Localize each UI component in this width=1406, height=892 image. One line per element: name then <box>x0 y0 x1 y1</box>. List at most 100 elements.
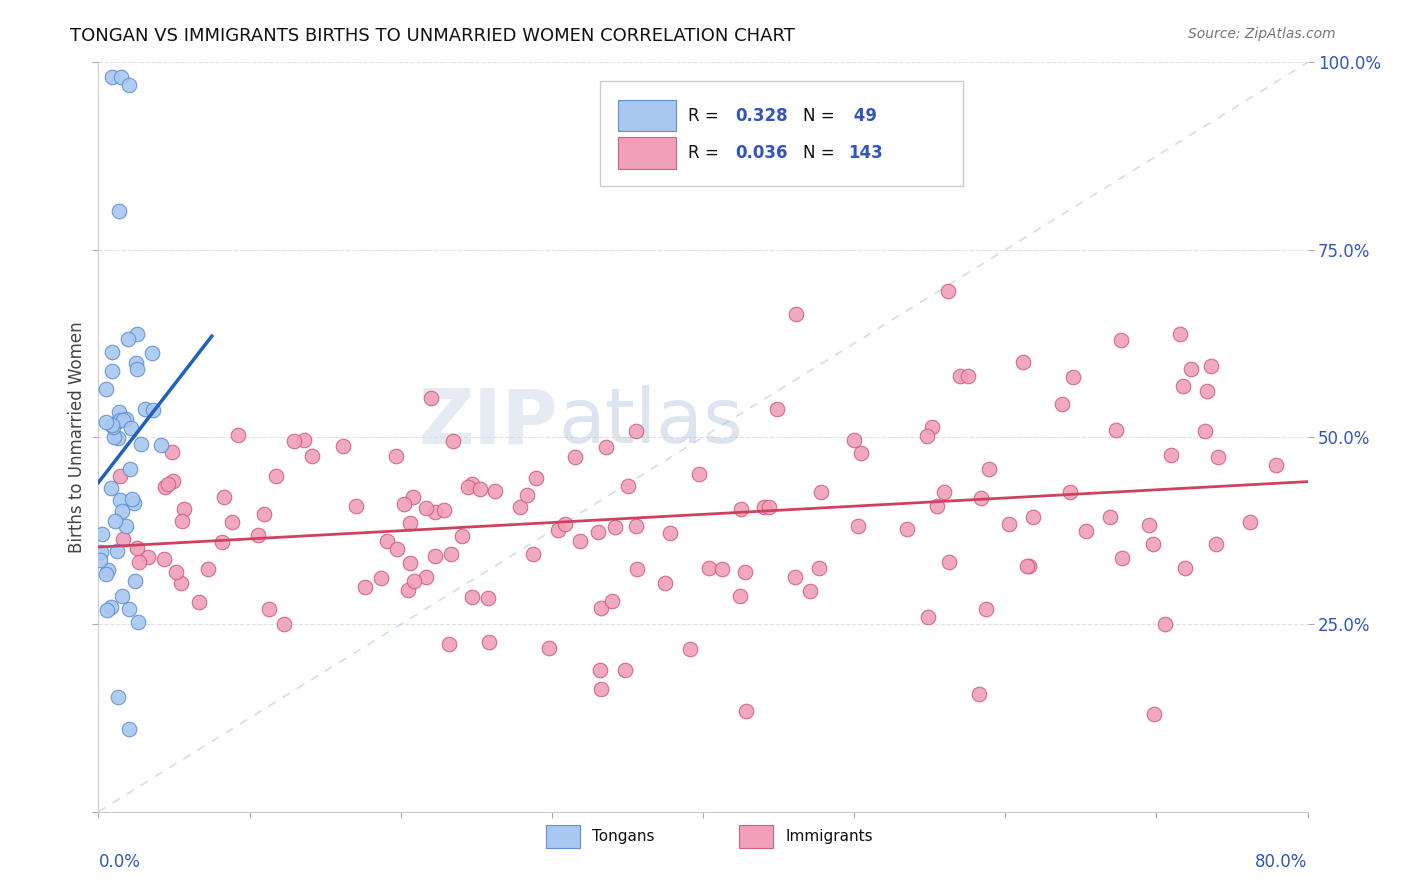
Point <box>896 522 918 536</box>
Point <box>107 431 129 445</box>
Point <box>398 556 420 570</box>
Point <box>153 551 176 566</box>
Point <box>785 570 807 584</box>
Point <box>949 368 972 383</box>
Point <box>1111 333 1133 347</box>
Point <box>1012 355 1035 369</box>
Point <box>1139 517 1161 532</box>
Point <box>589 663 612 677</box>
Point <box>96 382 118 396</box>
Bar <box>740 825 773 847</box>
Point <box>785 307 807 321</box>
Point <box>1022 510 1045 524</box>
Point <box>127 541 149 555</box>
Point <box>1059 485 1081 500</box>
Point <box>101 70 124 85</box>
Text: 0.036: 0.036 <box>735 145 789 162</box>
Point <box>711 562 734 576</box>
Point <box>157 476 180 491</box>
Point <box>118 462 141 476</box>
Point <box>728 589 751 603</box>
Point <box>211 535 233 549</box>
Text: N =: N = <box>803 145 841 162</box>
Point <box>134 401 156 416</box>
Point <box>121 492 143 507</box>
Point <box>153 479 176 493</box>
Point <box>936 284 959 298</box>
Point <box>659 526 682 541</box>
Point <box>735 705 758 719</box>
Point <box>915 429 938 443</box>
Point <box>124 574 146 588</box>
Point <box>332 439 354 453</box>
Point <box>1074 524 1097 538</box>
Point <box>626 562 648 576</box>
Point <box>624 519 647 533</box>
Point <box>173 501 195 516</box>
Point <box>1239 516 1261 530</box>
Point <box>118 722 141 736</box>
Point <box>108 204 131 219</box>
Point <box>589 600 612 615</box>
Point <box>974 602 997 616</box>
Point <box>1264 458 1286 472</box>
Point <box>516 488 538 502</box>
Point <box>97 563 120 577</box>
Point <box>128 556 150 570</box>
Point <box>977 461 1000 475</box>
Point <box>100 481 122 495</box>
Point <box>1154 617 1177 632</box>
Point <box>384 449 406 463</box>
Text: 80.0%: 80.0% <box>1256 853 1308 871</box>
Y-axis label: Births to Unmarried Women: Births to Unmarried Women <box>67 321 86 553</box>
Point <box>141 345 163 359</box>
Point <box>799 583 821 598</box>
Point <box>197 562 219 576</box>
Point <box>107 414 129 428</box>
Point <box>101 345 124 359</box>
Point <box>1195 384 1218 398</box>
Point <box>600 594 623 608</box>
Text: N =: N = <box>803 107 841 125</box>
Point <box>846 519 869 533</box>
Point <box>125 362 148 376</box>
Point <box>932 484 955 499</box>
Point <box>547 523 569 537</box>
Point <box>105 543 128 558</box>
Point <box>110 70 132 85</box>
Point <box>1180 362 1202 376</box>
Text: ZIP: ZIP <box>419 385 558 459</box>
Point <box>808 561 831 575</box>
Point <box>273 617 295 632</box>
Point <box>394 497 416 511</box>
Point <box>353 580 375 594</box>
Point <box>433 503 456 517</box>
Point <box>917 609 939 624</box>
Point <box>1160 448 1182 462</box>
Point <box>957 368 980 383</box>
Text: R =: R = <box>689 107 724 125</box>
Point <box>94 566 117 581</box>
Point <box>283 434 305 448</box>
Point <box>415 500 437 515</box>
Point <box>554 517 576 532</box>
Point <box>101 419 124 434</box>
Point <box>370 571 392 585</box>
Point <box>423 505 446 519</box>
Point <box>118 78 141 92</box>
Point <box>457 480 479 494</box>
Point <box>385 541 408 556</box>
Point <box>253 507 276 521</box>
Point <box>100 418 122 433</box>
Point <box>118 601 141 615</box>
Point <box>810 485 832 500</box>
Point <box>1173 561 1195 575</box>
Point <box>117 332 139 346</box>
Point <box>440 547 463 561</box>
Point <box>111 532 134 546</box>
Point <box>970 491 993 506</box>
Point <box>1143 707 1166 722</box>
Point <box>107 690 129 704</box>
Point <box>437 637 460 651</box>
Point <box>1111 551 1133 566</box>
